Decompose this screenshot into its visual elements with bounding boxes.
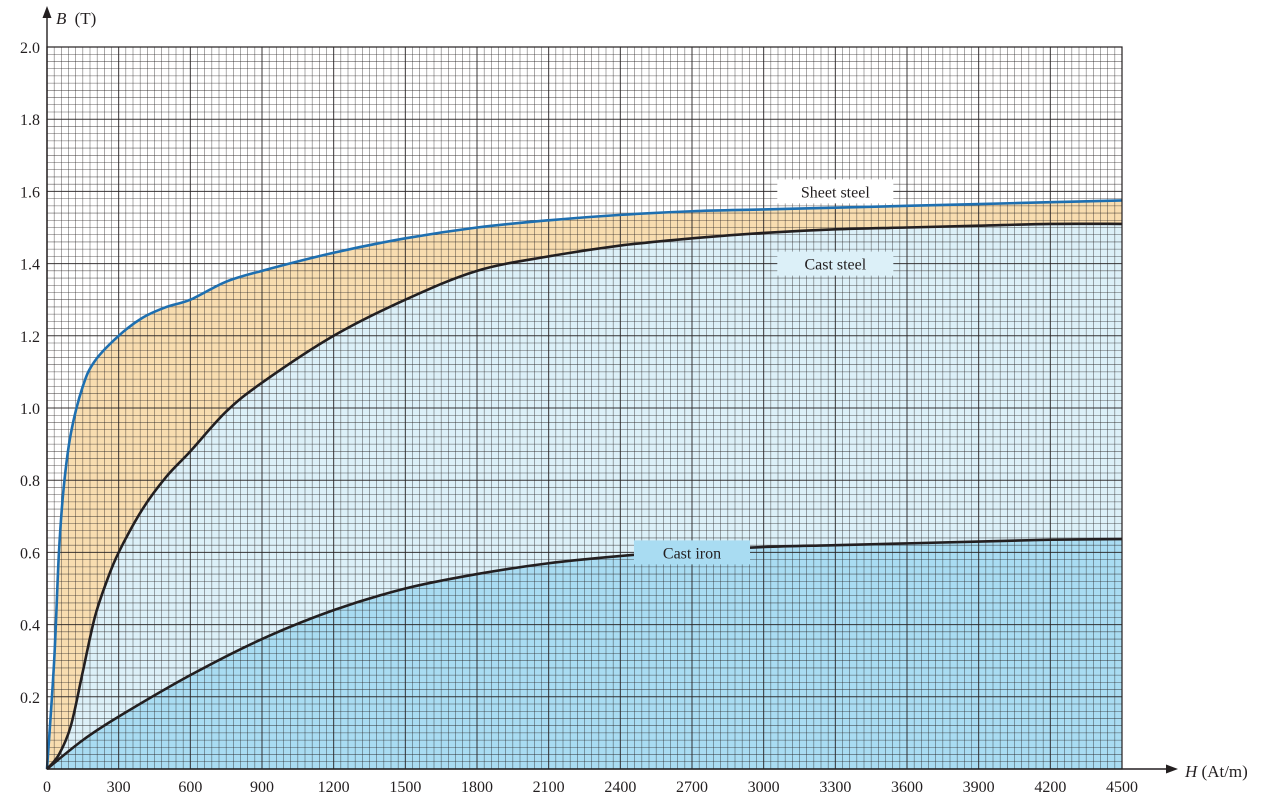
y-axis-unit: (T) bbox=[75, 9, 97, 28]
y-tick-label: 0.2 bbox=[20, 690, 40, 707]
y-axis-title: B (T) bbox=[56, 9, 96, 28]
y-tick-label: 1.8 bbox=[20, 112, 40, 129]
x-tick-label: 3900 bbox=[963, 779, 995, 796]
y-tick-label: 1.2 bbox=[20, 329, 40, 346]
series-label-bg bbox=[777, 251, 894, 276]
y-axis-var: B bbox=[56, 9, 67, 28]
y-tick-label: 0.8 bbox=[20, 473, 40, 490]
series-label-bg bbox=[777, 179, 894, 204]
y-axis-arrow bbox=[42, 6, 52, 18]
x-tick-label: 2700 bbox=[676, 779, 708, 796]
series-line-cast-steel bbox=[45, 222, 1123, 770]
series-label-cast-steel: Cast steel bbox=[777, 251, 894, 276]
y-tick-label: 1.4 bbox=[20, 257, 40, 274]
series-line-cast-iron bbox=[46, 537, 1123, 771]
x-tick-label: 1800 bbox=[461, 779, 493, 796]
x-tick-label: 2400 bbox=[604, 779, 636, 796]
grid bbox=[46, 46, 1123, 770]
x-tick-label: 2100 bbox=[533, 779, 565, 796]
x-axis-title: H (At/m) bbox=[1184, 762, 1248, 781]
x-tick-label: 4500 bbox=[1106, 779, 1138, 796]
x-tick-label: 3000 bbox=[748, 779, 780, 796]
x-tick-label: 600 bbox=[178, 779, 202, 796]
series-label-cast-iron: Cast iron bbox=[634, 540, 750, 565]
y-tick-label: 1.6 bbox=[20, 184, 40, 201]
series-lines bbox=[45, 199, 1123, 771]
x-tick-label: 3600 bbox=[891, 779, 923, 796]
y-tick-label: 0.4 bbox=[20, 618, 40, 635]
series-label-bg bbox=[634, 540, 750, 565]
x-tick-label: 300 bbox=[107, 779, 131, 796]
x-axis-arrow bbox=[1166, 764, 1178, 774]
x-tick-labels: 0 300 600 900 1200 1500 1800 2100 2400 2700 3000 33… bbox=[43, 779, 1138, 796]
y-tick-labels: 0.2 0.4 0.6 0.8 1.0 1.2 1.4 1.6 1.8 2.0 bbox=[20, 40, 40, 707]
axes bbox=[42, 6, 1178, 774]
series-line-sheet-steel bbox=[45, 199, 1123, 770]
x-tick-label: 0 bbox=[43, 779, 51, 796]
x-tick-label: 1200 bbox=[318, 779, 350, 796]
series-labels: Sheet steel Cast steel Cast iron bbox=[634, 179, 894, 565]
series-label-text: Cast iron bbox=[663, 545, 721, 562]
x-axis-var: H bbox=[1184, 762, 1199, 781]
series-label-sheet-steel: Sheet steel bbox=[777, 179, 894, 204]
x-tick-label: 900 bbox=[250, 779, 274, 796]
x-tick-label: 1500 bbox=[389, 779, 421, 796]
series-label-text: Sheet steel bbox=[801, 184, 870, 201]
x-tick-label: 4200 bbox=[1034, 779, 1066, 796]
x-tick-label: 3300 bbox=[819, 779, 851, 796]
y-tick-label: 1.0 bbox=[20, 401, 40, 418]
x-axis-unit: (At/m) bbox=[1202, 762, 1248, 781]
y-tick-label: 2.0 bbox=[20, 40, 40, 57]
y-tick-label: 0.6 bbox=[20, 545, 40, 562]
series-label-text: Cast steel bbox=[804, 257, 866, 274]
